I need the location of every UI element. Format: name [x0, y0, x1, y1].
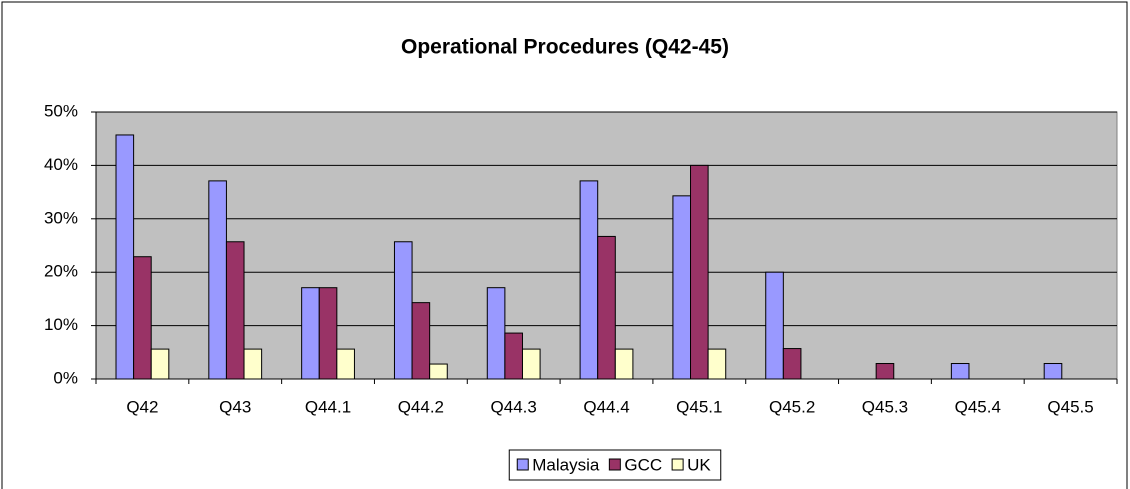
bar [208, 180, 227, 380]
bar [243, 348, 263, 380]
legend-swatch [516, 458, 529, 471]
x-tick-label: Q45.2 [769, 397, 815, 416]
chart-title: Operational Procedures (Q42-45) [401, 36, 729, 59]
y-tick-label: 30% [44, 208, 78, 227]
bar [765, 271, 784, 380]
bar [225, 241, 245, 380]
bar [707, 348, 727, 380]
x-tick-label: Q43 [219, 397, 251, 416]
x-tick-label: Q45.3 [862, 397, 908, 416]
y-tick-label: 40% [44, 155, 78, 174]
bar [950, 363, 970, 380]
bar [521, 348, 541, 380]
bar [1043, 363, 1063, 380]
bar [690, 164, 709, 380]
bar [301, 287, 320, 380]
bar [133, 256, 152, 380]
bar [411, 302, 431, 380]
y-tick-label: 50% [44, 101, 78, 120]
bar [115, 134, 135, 380]
bar [318, 287, 338, 380]
x-tick-label: Q44.4 [583, 397, 629, 416]
legend-label: Malaysia [532, 455, 600, 474]
bar [336, 348, 355, 380]
x-tick-label: Q42 [126, 397, 158, 416]
y-tick-label: 10% [44, 315, 78, 334]
y-tick-label: 20% [44, 262, 78, 281]
bar [875, 363, 895, 380]
bar [614, 348, 634, 380]
legend-label: UK [687, 455, 711, 474]
x-tick-label: Q45.1 [676, 397, 722, 416]
x-tick-label: Q44.1 [305, 397, 351, 416]
legend-swatch [608, 458, 621, 471]
bar [579, 180, 599, 380]
bar [486, 287, 506, 380]
legend-swatch [671, 458, 684, 471]
y-tick-label: 0% [53, 368, 78, 387]
bar [597, 235, 616, 380]
x-tick-label: Q45.4 [955, 397, 1001, 416]
bar [150, 348, 170, 380]
bar [782, 348, 802, 380]
bar [393, 241, 413, 380]
x-tick-label: Q45.5 [1047, 397, 1093, 416]
legend-label: GCC [624, 455, 662, 474]
bar [672, 195, 692, 380]
x-tick-label: Q44.2 [398, 397, 444, 416]
x-tick-label: Q44.3 [491, 397, 537, 416]
bar [429, 363, 448, 380]
bar [504, 332, 523, 380]
